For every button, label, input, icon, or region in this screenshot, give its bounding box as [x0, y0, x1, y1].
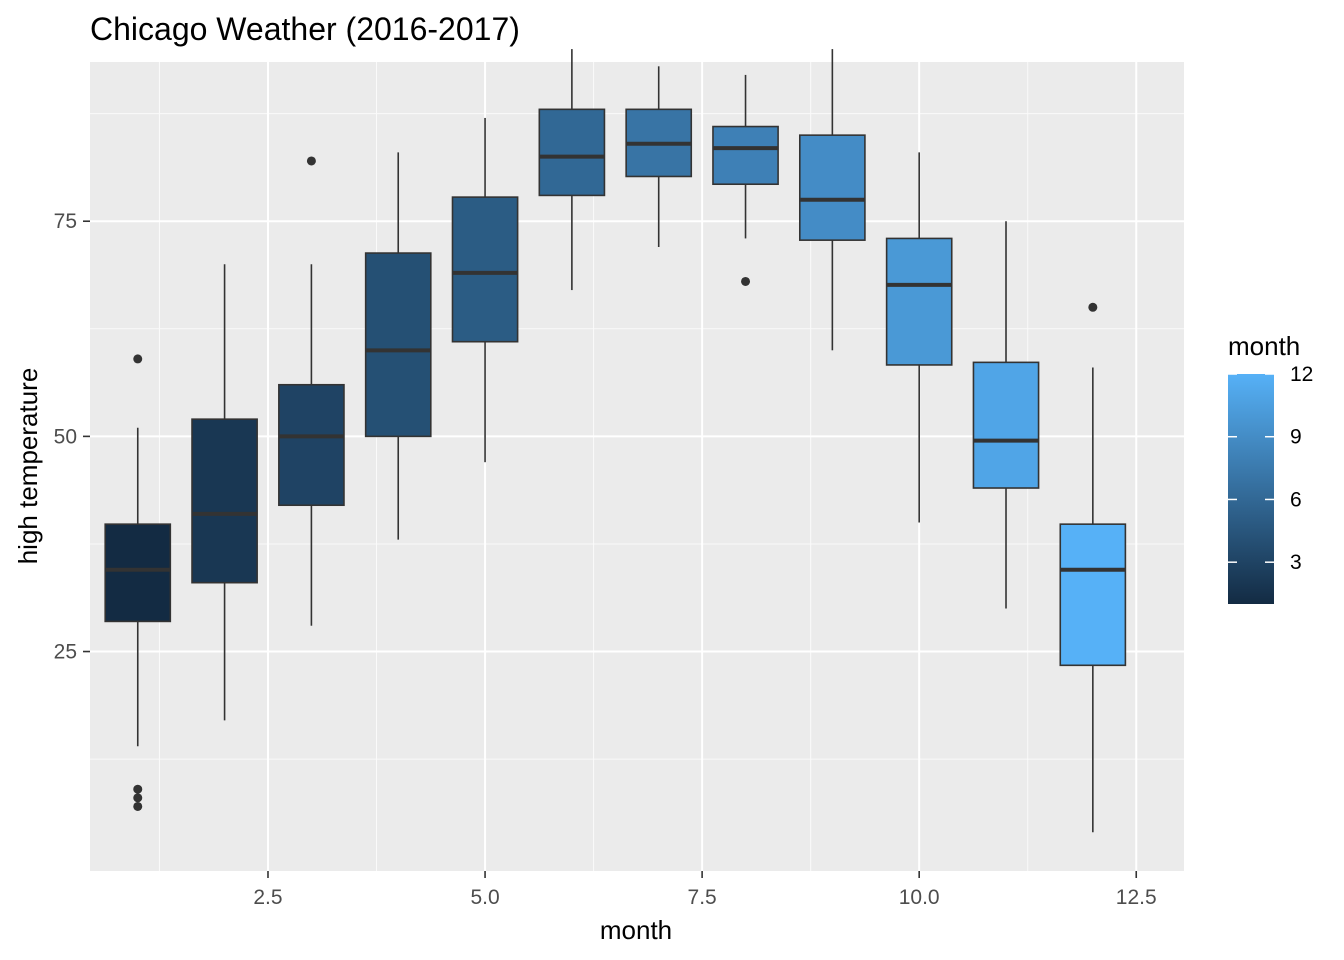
y-tick-label: 75 [54, 210, 77, 233]
box-iqr [972, 361, 1040, 489]
legend-title: month [1228, 331, 1300, 361]
box-iqr [278, 383, 345, 507]
box-iqr [712, 125, 779, 186]
outlier-point [1088, 302, 1098, 312]
y-axis: 25 50 75 [54, 210, 90, 664]
x-axis-title: month [600, 915, 672, 945]
y-axis-title: high temperature [13, 368, 43, 565]
legend-ticks: 3 6 9 12 [1228, 363, 1313, 574]
legend-tick-label: 12 [1290, 363, 1313, 386]
boxplots [104, 49, 1127, 833]
y-tick-label: 25 [54, 641, 77, 664]
legend-tick-label: 3 [1290, 551, 1302, 574]
boxplot-month-5 [451, 117, 519, 463]
legend-tick-label: 6 [1290, 488, 1302, 511]
box-iqr [451, 196, 519, 343]
chart-title: Chicago Weather (2016-2017) [90, 11, 520, 47]
x-tick-label: 2.5 [253, 886, 282, 909]
boxplot-month-4 [364, 152, 432, 540]
box-iqr [1059, 523, 1127, 667]
boxplot-month-12 [1059, 302, 1127, 833]
x-tick-label: 10.0 [899, 886, 940, 909]
boxplot-month-2 [191, 264, 258, 721]
legend-tick-label: 9 [1290, 426, 1302, 449]
box-iqr [885, 237, 953, 366]
boxplot-month-8 [712, 74, 779, 286]
box-iqr [798, 134, 866, 241]
legend-colorbar [1228, 374, 1274, 604]
boxplot-month-1 [104, 354, 172, 811]
boxplot-month-6 [538, 49, 606, 291]
box-iqr [538, 108, 606, 197]
boxplot-month-11 [972, 221, 1040, 609]
outlier-point [133, 354, 143, 364]
outlier-point [133, 801, 143, 811]
x-tick-label: 12.5 [1116, 886, 1157, 909]
boxplot-month-7 [625, 66, 693, 248]
outlier-point [741, 276, 751, 286]
x-tick-label: 5.0 [470, 886, 499, 909]
x-axis: 2.5 5.0 7.5 10.0 12.5 [253, 871, 1157, 909]
box-iqr [364, 252, 432, 438]
boxplot-month-9 [798, 49, 866, 351]
boxplot-month-10 [885, 152, 953, 523]
legend: month 3 6 9 12 [1228, 331, 1313, 604]
boxplot-month-3 [278, 156, 345, 626]
outlier-point [133, 784, 143, 794]
outlier-point [133, 793, 143, 803]
outlier-point [306, 156, 316, 166]
box-iqr [104, 523, 172, 623]
box-iqr [191, 418, 258, 584]
y-tick-label: 50 [54, 425, 77, 448]
x-tick-label: 7.5 [688, 886, 717, 909]
